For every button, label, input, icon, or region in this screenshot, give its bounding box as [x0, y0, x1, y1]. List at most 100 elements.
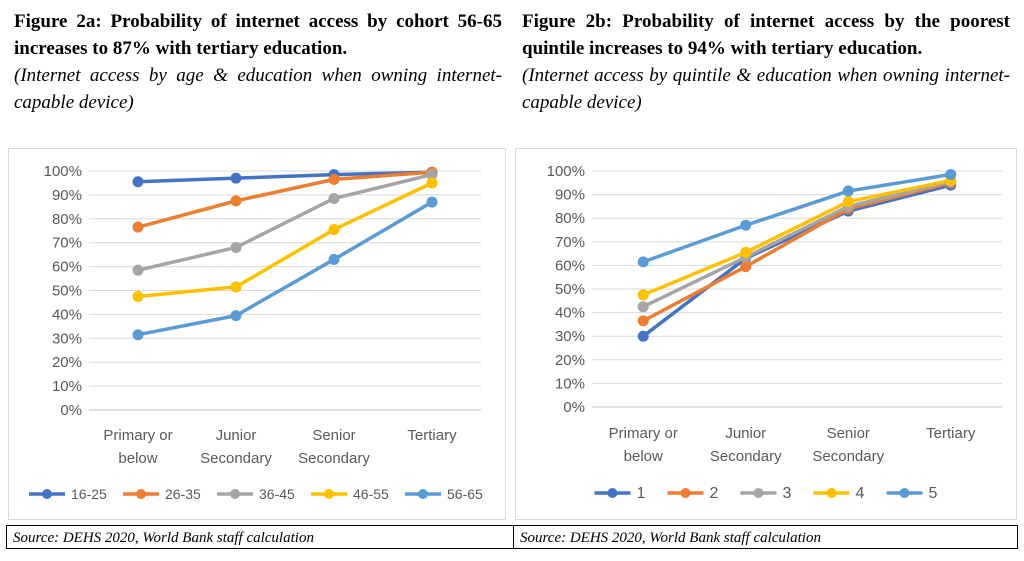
y-tick-label: 30%: [555, 328, 585, 345]
x-tick-label: Junior: [725, 425, 766, 442]
data-point: [328, 173, 340, 185]
x-tick-label: Secondary: [298, 450, 370, 467]
y-tick-label: 100%: [44, 163, 82, 180]
data-point: [132, 221, 144, 233]
x-tick-label: Secondary: [710, 448, 782, 465]
y-tick-label: 60%: [555, 257, 585, 274]
y-tick-label: 80%: [555, 210, 585, 227]
figure-2b-heading: Figure 2b: Probability of internet acces…: [522, 8, 1010, 116]
y-tick-label: 80%: [52, 211, 82, 228]
x-tick-label: Junior: [216, 427, 257, 444]
series-line-56-65: [137, 200, 433, 337]
legend-label: 5: [929, 485, 938, 502]
legend-marker: [680, 488, 691, 498]
data-point: [637, 330, 649, 342]
figure-2a-heading: Figure 2a: Probability of internet acces…: [14, 8, 502, 116]
series-line-36-45: [137, 172, 433, 272]
series-line-46-55: [137, 181, 433, 299]
series-line-1: [642, 183, 952, 338]
legend-marker: [418, 489, 428, 499]
legend-label: 3: [783, 485, 792, 502]
x-tick-label: below: [624, 448, 663, 465]
data-point: [230, 195, 242, 207]
figure-2b-source: Source: DEHS 2020, World Bank staff calc…: [513, 525, 1018, 549]
x-tick-label: below: [118, 450, 157, 467]
y-tick-label: 90%: [52, 187, 82, 204]
data-point: [132, 264, 144, 276]
y-tick-label: 40%: [555, 305, 585, 322]
legend-label: 2: [710, 485, 719, 502]
legend-label: 4: [856, 485, 865, 502]
legend-label: 26-35: [165, 486, 201, 502]
y-tick-label: 0%: [563, 399, 585, 416]
figure-2b-subtitle: (Internet access by quintile & education…: [522, 65, 1010, 113]
figure-2b-chart: 0% 10% 20% 30% 40% 50% 60% 70% 80% 90% 100% Primary…: [547, 163, 1002, 502]
legend-marker: [753, 488, 764, 498]
data-point: [426, 196, 438, 208]
figure-2a-source: Source: DEHS 2020, World Bank staff calc…: [6, 525, 514, 549]
y-tick-label: 50%: [555, 281, 585, 298]
figure-2a-title: Figure 2a: Probability of internet acces…: [14, 11, 502, 59]
y-tick-label: 60%: [52, 259, 82, 276]
y-tick-label: 70%: [52, 235, 82, 252]
data-point: [740, 261, 752, 273]
legend-marker: [230, 489, 240, 499]
legend-marker: [136, 489, 146, 499]
legend-marker: [324, 489, 334, 499]
data-point: [637, 315, 649, 327]
x-tick-label: Tertiary: [407, 427, 457, 444]
data-point: [740, 246, 752, 258]
data-point: [328, 192, 340, 204]
legend-marker: [607, 488, 618, 498]
data-point: [132, 329, 144, 341]
y-tick-label: 90%: [555, 187, 585, 204]
legend-label: 16-25: [71, 486, 107, 502]
legend-label: 46-55: [353, 486, 389, 502]
legend-label: 36-45: [259, 486, 295, 502]
x-tick-label: Primary or: [103, 427, 172, 444]
figure-2a-subtitle: (Internet access by age & education when…: [14, 65, 502, 113]
legend-label: 56-65: [447, 486, 483, 502]
data-point: [842, 196, 854, 208]
data-point: [328, 224, 340, 236]
data-point: [230, 310, 242, 322]
legend-marker: [42, 489, 52, 499]
figure-2b-chart-frame: 0% 10% 20% 30% 40% 50% 60% 70% 80% 90% 100% Primary…: [515, 148, 1017, 520]
legend-marker: [826, 488, 837, 498]
series-line-3: [642, 179, 952, 309]
data-point: [842, 185, 854, 197]
data-point: [230, 172, 242, 184]
data-point: [132, 290, 144, 302]
data-point: [230, 281, 242, 293]
x-tick-label: Senior: [827, 425, 870, 442]
data-point: [132, 176, 144, 188]
legend-marker: [899, 488, 910, 498]
series-line-16-25: [137, 170, 433, 184]
y-tick-label: 0%: [60, 402, 82, 419]
x-tick-label: Secondary: [200, 450, 272, 467]
y-tick-label: 70%: [555, 234, 585, 251]
y-tick-label: 100%: [547, 163, 585, 180]
data-point: [230, 241, 242, 253]
figure-2a-chart: 0% 10% 20% 30% 40% 50% 60% 70% 80% 90% 100% Primary…: [29, 163, 483, 502]
x-tick-label: Primary or: [609, 425, 678, 442]
data-point: [740, 219, 752, 231]
figure-2a-chart-frame: 0% 10% 20% 30% 40% 50% 60% 70% 80% 90% 100% Primary…: [8, 148, 506, 520]
legend-label: 1: [637, 485, 646, 502]
x-tick-label: Senior: [312, 427, 355, 444]
y-tick-label: 20%: [52, 354, 82, 371]
data-point: [426, 177, 438, 189]
y-tick-label: 20%: [555, 352, 585, 369]
data-point: [328, 253, 340, 265]
x-tick-label: Secondary: [812, 448, 884, 465]
data-point: [637, 301, 649, 313]
data-point: [637, 289, 649, 301]
figure-2b-title: Figure 2b: Probability of internet acces…: [522, 11, 1010, 59]
y-tick-label: 30%: [52, 330, 82, 347]
data-point: [637, 256, 649, 268]
data-point: [945, 169, 957, 181]
y-tick-label: 10%: [52, 378, 82, 395]
series-line-4: [642, 178, 952, 297]
x-tick-label: Tertiary: [926, 425, 976, 442]
series-line-5: [642, 172, 952, 264]
